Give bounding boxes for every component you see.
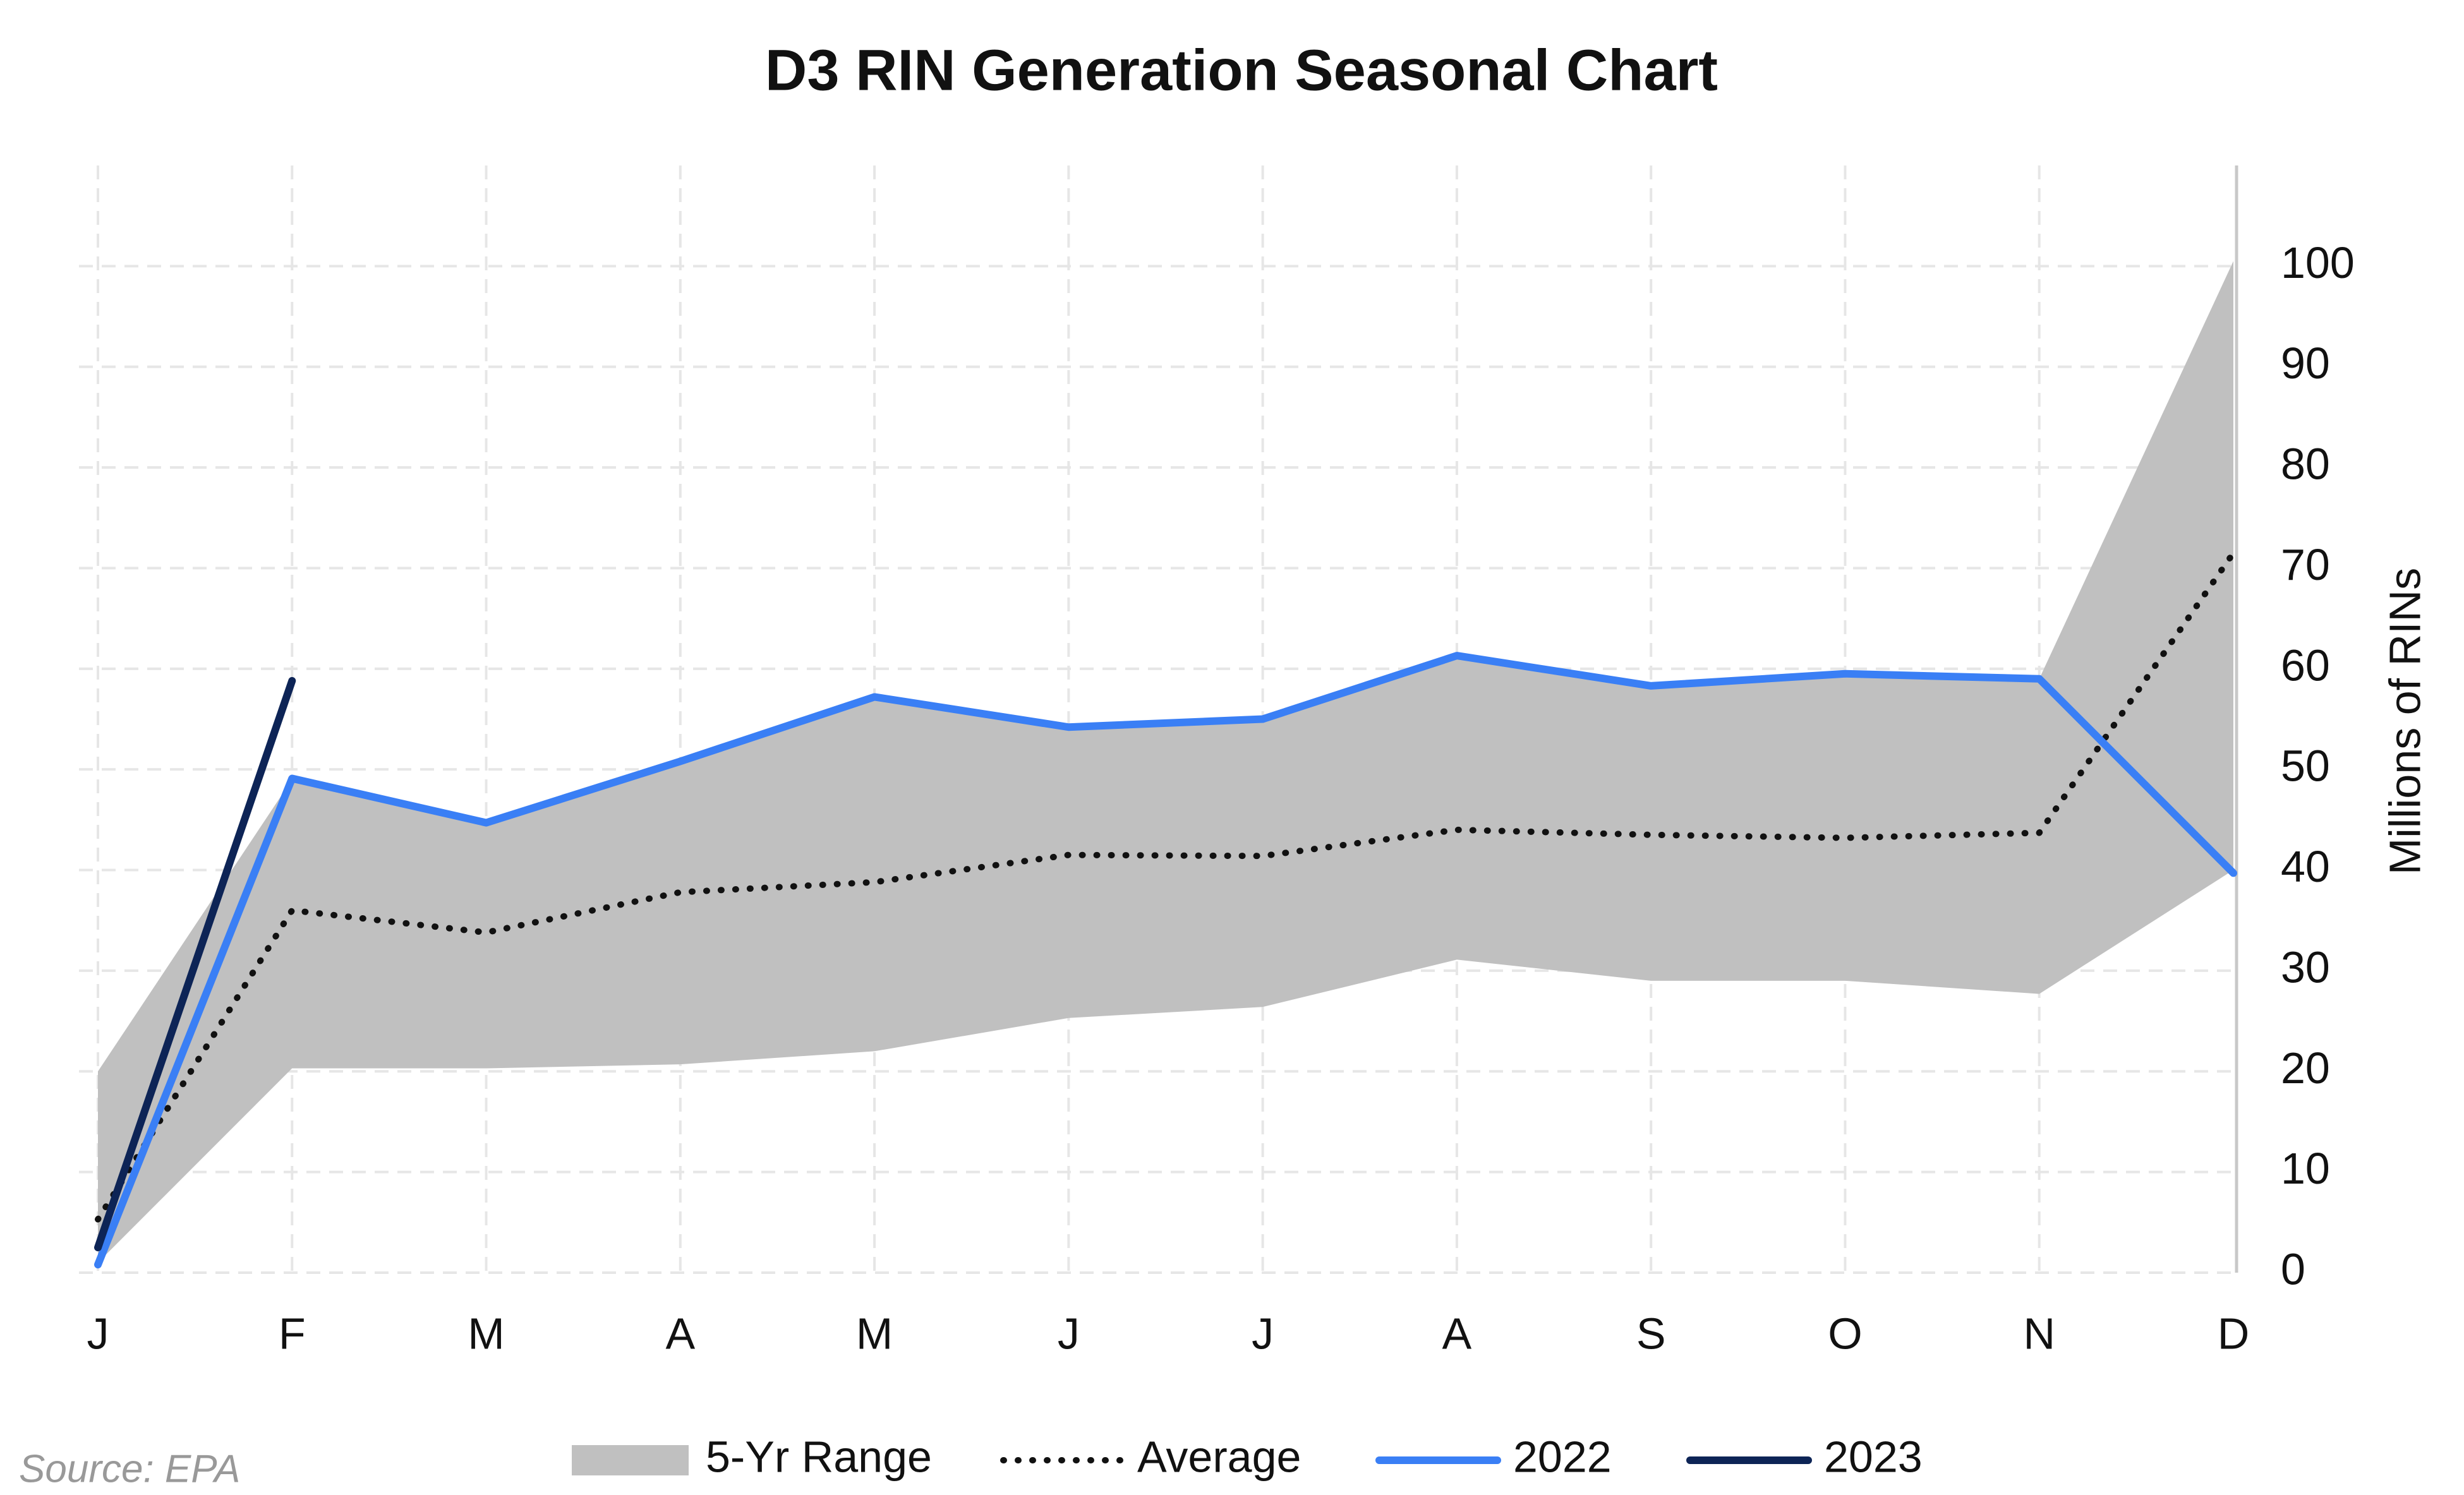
x-tick-label: N bbox=[2023, 1309, 2055, 1358]
legend-label: 5-Yr Range bbox=[706, 1432, 932, 1481]
x-tick-label: F bbox=[279, 1309, 306, 1358]
labels: 0 10 20 30 40 50 60 70 80 90 100 J F M A M J J A S O N D bbox=[87, 238, 2355, 1359]
x-tick-label: J bbox=[1058, 1309, 1080, 1358]
y-axis-label: Millions of RINs bbox=[2380, 568, 2429, 875]
x-tick-label: O bbox=[1828, 1309, 1862, 1358]
y-tick-label: 30 bbox=[2281, 942, 2330, 992]
legend-label: 2022 bbox=[1513, 1432, 1612, 1481]
series-line bbox=[94, 652, 2237, 1269]
x-tick-label: J bbox=[1252, 1309, 1274, 1358]
x-tick-label: A bbox=[665, 1309, 695, 1358]
marks bbox=[94, 261, 2237, 1269]
legend-label: Average bbox=[1137, 1432, 1301, 1481]
x-tick-label: D bbox=[2218, 1309, 2250, 1358]
y-tick-label: 40 bbox=[2281, 842, 2330, 891]
legend-swatch bbox=[572, 1445, 689, 1475]
chart-title: D3 RIN Generation Seasonal Chart bbox=[765, 38, 1718, 102]
x-tick-label: A bbox=[1442, 1309, 1472, 1358]
range-area bbox=[98, 261, 2233, 1263]
y-tick-label: 50 bbox=[2281, 741, 2330, 791]
legend: 5-Yr Range Average 2022 2023 bbox=[572, 1432, 1923, 1481]
y-tick-label: 20 bbox=[2281, 1043, 2330, 1093]
y-tick-label: 100 bbox=[2281, 238, 2355, 287]
x-tick-label: M bbox=[468, 1309, 504, 1358]
legend-label: 2023 bbox=[1824, 1432, 1923, 1481]
x-tick-label: J bbox=[87, 1309, 109, 1358]
source: Source: EPA bbox=[19, 1447, 240, 1491]
y-tick-label: 80 bbox=[2281, 440, 2330, 489]
y-tick-label: 60 bbox=[2281, 640, 2330, 690]
series-line bbox=[95, 549, 2237, 1223]
y-tick-label: 10 bbox=[2281, 1144, 2330, 1193]
series-line bbox=[94, 676, 296, 1252]
x-tick-label: S bbox=[1636, 1309, 1666, 1358]
y-tick-label: 0 bbox=[2281, 1244, 2305, 1294]
x-tick-label: M bbox=[856, 1309, 893, 1358]
y-tick-label: 70 bbox=[2281, 540, 2330, 589]
y-tick-label: 90 bbox=[2281, 339, 2330, 388]
